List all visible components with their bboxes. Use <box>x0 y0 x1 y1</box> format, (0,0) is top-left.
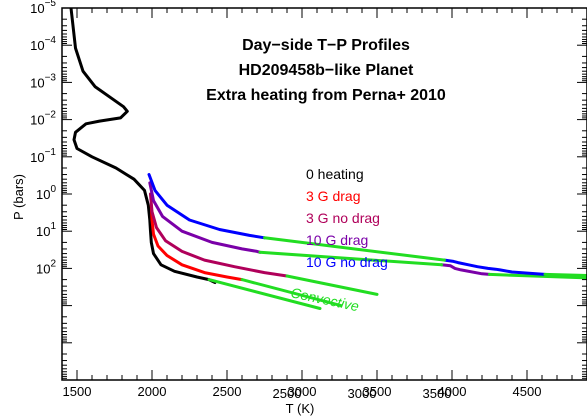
convective-segment-0-0 <box>207 278 322 310</box>
convective-segment-3-0 <box>258 250 443 267</box>
chart-title-line-1: Day−side T−P Profiles <box>242 37 410 54</box>
x-tick-label-4: 3500 <box>363 384 392 399</box>
legend-entry-1: 3 G drag <box>306 188 360 204</box>
y-tick-label-2: 10−3 <box>30 72 56 90</box>
legend-entry-3: 10 G drag <box>306 232 368 248</box>
series-layer <box>69 8 587 310</box>
y-tick-exponent: −3 <box>45 72 57 83</box>
y-tick-exponent: −4 <box>45 35 57 46</box>
y-tick-label-6: 101 <box>36 221 56 239</box>
series-line-2 <box>149 192 289 278</box>
y-tick-base: 10 <box>30 113 44 128</box>
x-tick-label-0: 1500 <box>63 384 92 399</box>
y-tick-label-7: 102 <box>36 258 56 276</box>
y-tick-label-5: 100 <box>36 184 56 202</box>
series-line-0 <box>69 8 217 284</box>
y-tick-label-4: 10−1 <box>30 147 56 165</box>
convective-segment-2-0 <box>285 274 379 296</box>
y-tick-base: 10 <box>30 1 44 16</box>
convective-segment-3-1 <box>488 272 587 280</box>
y-tick-label-3: 10−2 <box>30 110 56 128</box>
legend-entry-2: 3 G no drag <box>306 210 380 226</box>
y-tick-exponent: −1 <box>45 147 57 158</box>
x-tick-label-6: 4500 <box>513 384 542 399</box>
legend-entry-4: 10 G no drag <box>306 254 388 270</box>
y-tick-exponent: 0 <box>50 184 56 195</box>
y-tick-base: 10 <box>30 75 44 90</box>
convective-segment-4-1 <box>543 272 587 277</box>
x-tick-label-secondary-2: 3500 <box>423 386 452 401</box>
y-tick-base: 10 <box>36 224 50 239</box>
convective-segment-4-0 <box>263 236 446 262</box>
x-tick-label-3: 3000 <box>288 384 317 399</box>
series-continuation-4 <box>443 258 547 276</box>
y-tick-exponent: 1 <box>50 221 56 232</box>
y-tick-base: 10 <box>36 187 50 202</box>
chart-title-line-3: Extra heating from Perna+ 2010 <box>206 87 446 104</box>
x-tick-label-2: 2500 <box>213 384 242 399</box>
x-axis-label: T (K) <box>286 401 315 416</box>
series-continuation-3 <box>440 263 491 276</box>
x-tick-label-1: 2000 <box>138 384 167 399</box>
x-tick-label-5: 4000 <box>438 384 467 399</box>
y-tick-base: 10 <box>36 261 50 276</box>
y-tick-base: 10 <box>30 38 44 53</box>
y-tick-base: 10 <box>30 150 44 165</box>
y-tick-label-1: 10−4 <box>30 35 56 53</box>
series-line-4 <box>147 173 266 240</box>
y-tick-exponent: −2 <box>45 110 57 121</box>
y-tick-label-0: 10−5 <box>30 0 56 16</box>
x-tick-label-secondary-1: 3000 <box>348 386 377 401</box>
series-line-1 <box>149 203 244 282</box>
x-tick-label-secondary-0: 2500 <box>273 386 302 401</box>
series-line-3 <box>148 181 262 254</box>
legend: 0 heating 3 G drag 3 G no drag 10 G drag 10 … <box>306 166 388 270</box>
chart-title-line-2: HD209458b−like Planet <box>239 62 414 79</box>
y-axis-label: P (bars) <box>11 174 26 220</box>
legend-entry-0: 0 heating <box>306 166 364 182</box>
convective-segment-1-0 <box>240 278 343 308</box>
y-tick-exponent: 2 <box>50 258 56 269</box>
y-tick-exponent: −5 <box>45 0 57 9</box>
